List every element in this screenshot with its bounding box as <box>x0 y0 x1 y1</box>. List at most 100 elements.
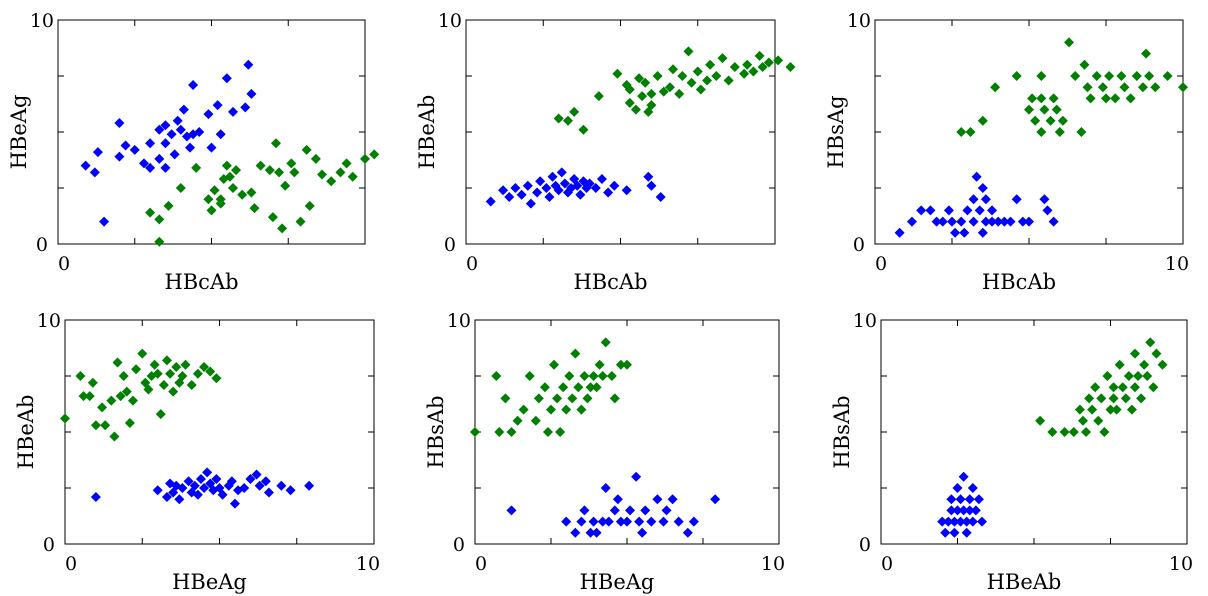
data-point <box>946 494 957 505</box>
data-point <box>1093 415 1104 426</box>
data-point <box>237 189 248 200</box>
data-point <box>1081 427 1092 437</box>
data-point <box>145 207 156 218</box>
data-point <box>154 214 165 225</box>
series-1 <box>894 171 1059 238</box>
data-point <box>172 115 183 126</box>
data-point <box>674 88 685 99</box>
data-point <box>212 100 223 111</box>
data-point <box>588 371 599 381</box>
data-point <box>246 187 257 198</box>
data-point <box>591 527 602 538</box>
data-point <box>470 427 480 437</box>
y-tick-label: 0 <box>453 534 465 556</box>
data-point <box>276 480 287 491</box>
data-point <box>763 57 774 68</box>
data-point <box>251 469 262 480</box>
data-point <box>980 216 991 227</box>
data-point <box>606 371 617 381</box>
data-point <box>335 167 346 178</box>
data-point <box>112 357 123 368</box>
data-point <box>166 129 177 140</box>
data-point <box>1057 115 1068 126</box>
data-point <box>591 382 602 393</box>
data-point <box>947 216 957 227</box>
data-point <box>178 104 189 115</box>
data-point <box>1027 93 1038 104</box>
data-point <box>1119 82 1130 93</box>
data-point <box>974 205 985 216</box>
data-point <box>664 82 675 93</box>
data-point <box>180 359 191 370</box>
data-point <box>590 183 601 193</box>
data-point <box>227 183 238 193</box>
data-point <box>952 505 963 516</box>
data-point <box>931 216 942 227</box>
data-point <box>1178 82 1188 93</box>
data-point <box>717 53 728 64</box>
y-axis-label: HBeAg <box>7 95 31 170</box>
data-point <box>959 227 970 238</box>
data-point <box>1110 93 1121 104</box>
data-point <box>203 194 214 205</box>
x-tick-label: 10 <box>1165 253 1189 275</box>
data-point <box>946 505 957 516</box>
x-tick-label: 10 <box>356 553 380 575</box>
data-point <box>609 393 620 404</box>
data-point <box>723 75 734 86</box>
data-point <box>1011 71 1022 81</box>
series-1 <box>937 471 987 538</box>
data-point <box>634 516 645 527</box>
data-point <box>260 476 271 487</box>
data-point <box>185 142 196 153</box>
data-point <box>547 171 558 182</box>
data-point <box>1039 194 1050 205</box>
data-point <box>243 59 254 70</box>
x-tick-label: 0 <box>65 553 77 575</box>
data-point <box>239 483 250 493</box>
scatter-panel-2: 0 10 0 HBcAb HBeAb <box>415 10 796 294</box>
data-point <box>594 359 605 370</box>
data-point <box>572 180 583 191</box>
data-point <box>943 516 954 527</box>
data-point <box>688 516 699 527</box>
data-point <box>1120 393 1131 404</box>
data-point <box>624 84 635 95</box>
data-point <box>341 158 352 169</box>
data-point <box>668 64 679 75</box>
data-point <box>1108 382 1119 393</box>
data-point <box>1077 415 1088 426</box>
data-point <box>579 505 590 516</box>
data-point <box>1096 393 1107 404</box>
data-point <box>186 379 197 390</box>
data-point <box>263 487 274 498</box>
data-point <box>1084 393 1095 404</box>
series-2 <box>956 37 1188 137</box>
data-point <box>183 476 194 487</box>
data-point <box>525 198 536 209</box>
data-point <box>970 505 981 516</box>
data-point <box>289 167 300 178</box>
data-point <box>1151 348 1162 359</box>
x-tick-label: 0 <box>875 253 887 275</box>
data-point <box>631 471 642 482</box>
y-tick-label: 10 <box>30 10 54 32</box>
data-point <box>964 505 975 516</box>
data-point <box>667 494 678 505</box>
data-point <box>175 183 186 193</box>
data-point <box>977 115 988 126</box>
data-point <box>588 516 599 527</box>
data-point <box>555 427 566 437</box>
data-point <box>221 160 232 171</box>
data-point <box>990 82 1001 93</box>
data-point <box>546 404 556 415</box>
data-point <box>174 494 185 505</box>
data-point <box>637 91 648 102</box>
data-point <box>145 138 156 149</box>
data-point <box>600 337 611 348</box>
data-point <box>217 489 228 500</box>
data-point <box>114 151 125 162</box>
data-point <box>965 127 976 137</box>
data-point <box>160 138 171 149</box>
data-point <box>152 485 163 496</box>
